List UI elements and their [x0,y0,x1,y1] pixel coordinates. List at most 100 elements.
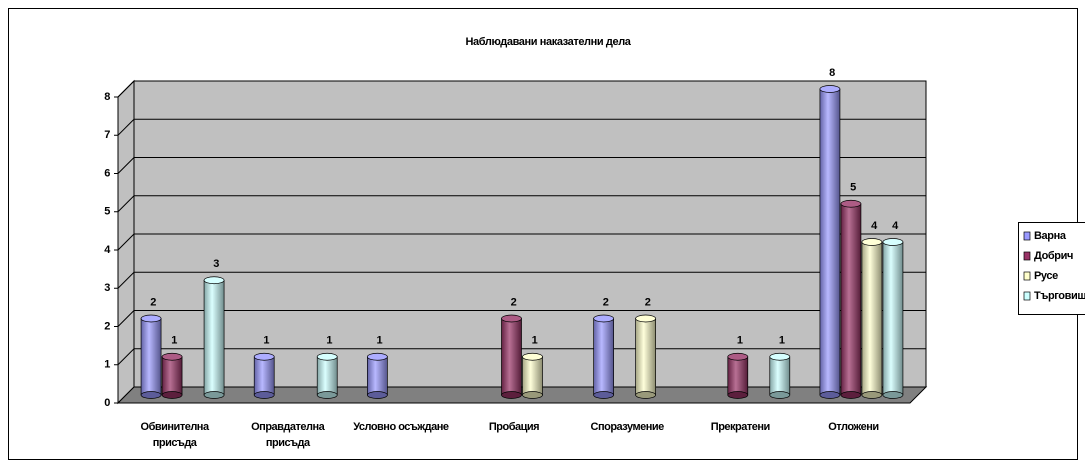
cylinder-body [769,356,791,396]
cylinder-body [367,356,388,396]
grid-line [117,233,926,251]
cylinder-top [727,352,749,361]
legend-swatch [1023,291,1031,301]
value-label: 1 [737,335,743,347]
x-tick-label: Пробация [488,421,540,433]
cylinder [840,199,862,399]
cylinder [635,314,656,399]
value-label: 1 [326,335,332,347]
cylinder-base [161,391,183,399]
y-tick-label: 2 [104,320,110,332]
value-label: 1 [376,335,382,347]
cylinder-base [727,391,749,399]
cylinder [522,352,543,399]
x-tick-label: Прекратени [710,421,771,433]
cylinder [861,238,883,399]
cylinder-base [522,391,543,399]
cylinder-base [367,391,388,399]
value-label: 2 [645,296,651,308]
cylinder-base [882,391,904,399]
x-tick-label: Споразумение [590,421,665,433]
cylinder-base [819,391,841,399]
value-label: 1 [263,335,269,347]
legend-label: Русе [1034,270,1058,282]
legend-swatch [1023,271,1031,281]
cylinder-top [140,314,162,323]
cylinder-top [593,314,614,323]
x-tick-label: Оправдателна присъда [251,421,325,449]
grid-line [117,157,926,174]
cylinder-top [840,199,862,208]
cylinder [316,352,338,399]
cylinder-base [501,391,522,399]
cylinder-top [769,352,791,361]
cylinder-top [501,314,522,323]
x-tick-label: Условно осъждане [353,421,449,433]
cylinder-body [727,356,749,396]
x-tick-label: Обвинителна присъда [140,421,210,449]
cylinder [203,276,225,399]
legend-swatch [1023,231,1031,241]
cylinder [882,238,904,399]
cylinder [501,314,522,399]
cylinder [161,352,183,399]
y-tick-label: 5 [104,206,110,218]
cylinder-base [253,391,275,399]
cylinder-body [882,241,904,396]
cylinder-body [316,356,338,396]
cylinder-body [593,318,614,396]
legend-swatch [1023,251,1031,261]
cylinder-base [316,391,338,399]
cylinder [140,314,162,399]
floor [116,386,928,404]
value-label: 1 [171,335,177,347]
cylinder [367,352,388,399]
cylinder-body [840,203,862,396]
cylinder-body [203,279,225,396]
value-label: 1 [779,335,785,347]
value-label: 1 [532,335,538,347]
cylinder [769,352,791,399]
cylinder-body [635,318,656,396]
y-tick-label: 3 [104,282,110,294]
cylinder-base [861,391,883,399]
grid-line [117,80,926,98]
cylinder-top [819,85,841,93]
grid-line [117,118,926,136]
value-label: 8 [829,67,835,79]
legend-label: Добрич [1034,250,1073,262]
value-label: 5 [850,182,856,194]
value-label: 4 [892,220,899,232]
cylinder [253,352,275,399]
cylinder-base [140,391,162,399]
cylinder-body [522,356,543,396]
chart-title: Наблюдавани наказателни дела [465,36,631,48]
cylinder-top [203,276,225,285]
cylinder-top [161,352,183,361]
value-label: 2 [511,296,517,308]
y-tick-label: 8 [104,91,110,103]
y-tick-label: 6 [104,167,110,179]
cylinder-top [861,238,883,246]
value-label: 4 [871,220,878,232]
y-tick-label: 0 [104,397,110,409]
cylinder-base [635,391,656,399]
cylinder-base [593,391,614,399]
legend-label: Търговище [1034,290,1085,302]
cylinder-top [367,352,388,361]
cylinder [819,85,841,399]
value-label: 2 [603,296,609,308]
grid-line [117,195,926,213]
grid-line [117,271,926,289]
cylinder-top [882,238,904,246]
y-tick-label: 1 [104,359,110,371]
cylinder-top [316,352,338,361]
legend-label: Варна [1034,230,1067,242]
cylinder [593,314,614,399]
cylinder [727,352,749,399]
grid-line [117,310,926,327]
cylinder-body [501,318,522,396]
cylinder-top [253,352,275,361]
